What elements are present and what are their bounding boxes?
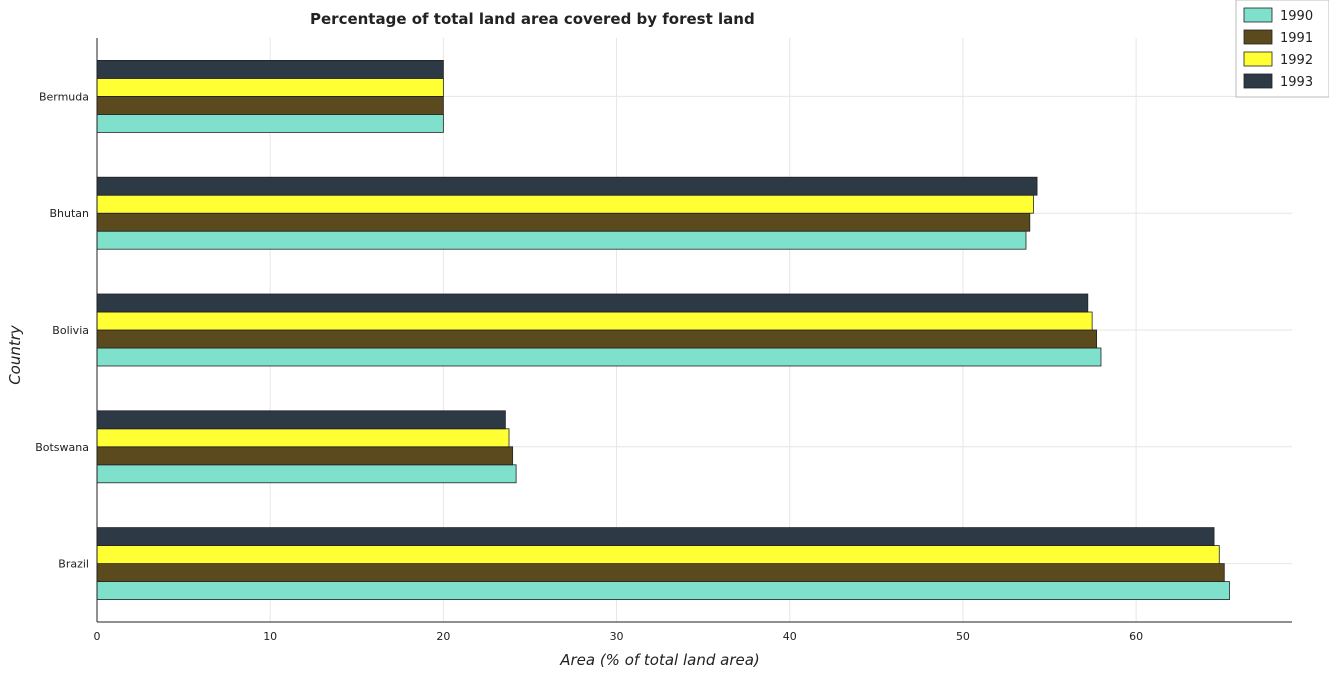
x-tick-label: 30 <box>610 630 624 643</box>
bar-botswana-1992 <box>96 428 510 448</box>
bar-bermuda-1992 <box>96 78 444 97</box>
bar-bhutan-1990 <box>96 230 1027 250</box>
bar-botswana-1991 <box>96 446 514 466</box>
bar-bolivia-1993 <box>96 293 1089 313</box>
bar-botswana-1993 <box>96 410 506 430</box>
legend: 1990 1991 1992 1993 <box>1235 0 1329 98</box>
x-tick-label: 20 <box>436 630 450 643</box>
bar-bermuda-1990 <box>96 114 444 133</box>
x-axis-label: Area (% of total land area) <box>559 651 760 669</box>
y-tick-label: Bolivia <box>52 324 89 337</box>
bar-botswana-1990 <box>96 464 517 484</box>
y-tick-label: Botswana <box>35 441 89 454</box>
bar-brazil-1991 <box>96 563 1225 582</box>
bar-brazil-1992 <box>96 545 1220 564</box>
legend-swatch <box>1243 7 1273 23</box>
legend-swatch <box>1243 29 1273 45</box>
y-tick-label: Bhutan <box>49 207 89 220</box>
x-tick-label: 40 <box>783 630 797 643</box>
legend-swatch <box>1243 73 1273 89</box>
y-axis-label: Country <box>6 324 24 385</box>
axes: 0 10 20 30 40 50 60 Bermuda Bhutan Bolivia Botswan… <box>35 38 1292 643</box>
bar-bhutan-1993 <box>96 176 1038 196</box>
legend-label: 1990 <box>1280 9 1313 24</box>
bar-bolivia-1990 <box>96 347 1102 367</box>
bar-brazil-1990 <box>96 581 1230 600</box>
bar-bolivia-1992 <box>96 311 1093 331</box>
bar-bhutan-1991 <box>96 212 1031 232</box>
x-tick-label: 50 <box>956 630 970 643</box>
y-tick-label: Bermuda <box>39 90 89 103</box>
legend-swatch <box>1243 51 1273 67</box>
bar-brazil-1993 <box>96 527 1215 546</box>
bars <box>96 60 1230 600</box>
bar-bhutan-1992 <box>96 194 1034 214</box>
legend-label: 1993 <box>1280 75 1313 90</box>
legend-label: 1991 <box>1280 31 1313 46</box>
legend-label: 1992 <box>1280 53 1313 68</box>
x-tick-label: 60 <box>1129 630 1143 643</box>
bar-bermuda-1993 <box>96 60 444 79</box>
bar-bermuda-1991 <box>96 96 444 115</box>
chart-title: Percentage of total land area covered by… <box>310 10 755 28</box>
y-tick-label: Brazil <box>58 558 89 571</box>
x-tick-label: 10 <box>263 630 277 643</box>
x-tick-label: 0 <box>94 630 101 643</box>
bar-bolivia-1991 <box>96 329 1098 349</box>
